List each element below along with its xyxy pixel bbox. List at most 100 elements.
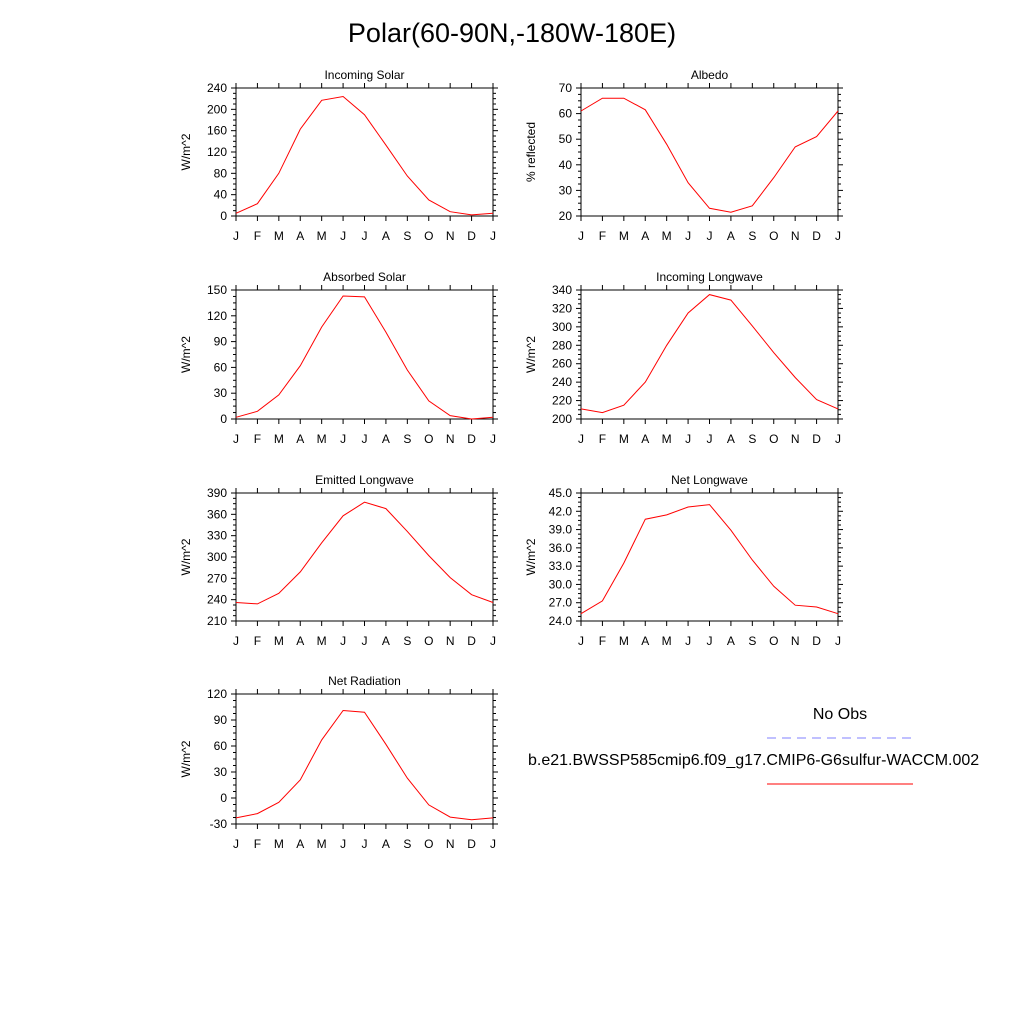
y-tick-label: 240 [207,81,227,95]
x-tick-label: A [382,634,390,648]
x-tick-label: J [685,634,691,648]
y-tick-label: 240 [552,375,572,389]
x-tick-label: M [619,634,629,648]
chart-panel-6: Net Longwave W/m^2 24.0 27.0 30.0 33.0 36.0 39.… [524,473,843,648]
y-axis-label: % reflected [524,122,538,182]
x-tick-label: M [317,837,327,851]
x-tick-label: J [707,432,713,446]
y-tick-label: 40 [559,158,573,172]
y-tick-label: 27.0 [549,596,573,610]
y-tick-label: 360 [207,507,227,521]
x-tick-label: J [490,634,496,648]
x-tick-label: F [254,432,261,446]
x-tick-label: M [619,229,629,243]
y-tick-label: 300 [552,320,572,334]
x-tick-label: O [424,432,433,446]
y-tick-label: 36.0 [549,541,573,555]
x-tick-label: A [727,432,735,446]
x-tick-label: D [467,634,476,648]
x-tick-label: J [340,634,346,648]
x-tick-label: D [812,229,821,243]
series-line [580,294,839,414]
x-tick-label: J [233,837,239,851]
x-tick-label: S [748,432,756,446]
series-line [580,97,839,213]
x-tick-label: J [835,634,841,648]
y-tick-label: 270 [207,571,227,585]
y-tick-label: 90 [214,335,228,349]
y-axis-label: W/m^2 [179,538,193,575]
x-tick-label: D [812,432,821,446]
x-tick-label: F [254,837,261,851]
x-tick-label: N [446,634,455,648]
x-tick-label: A [641,634,649,648]
x-tick-label: M [274,634,284,648]
y-tick-label: 50 [559,132,573,146]
y-tick-label: 30 [559,183,573,197]
x-tick-label: A [382,432,390,446]
y-tick-label: 80 [214,166,228,180]
x-tick-label: J [233,432,239,446]
y-tick-label: 150 [207,283,227,297]
x-tick-label: N [791,229,800,243]
x-tick-label: M [274,837,284,851]
y-tick-label: 220 [552,394,572,408]
y-tick-label: 200 [552,412,572,426]
x-tick-label: J [340,229,346,243]
x-tick-label: J [362,837,368,851]
x-tick-label: O [424,229,433,243]
x-tick-label: O [769,634,778,648]
y-tick-label: 210 [207,614,227,628]
y-tick-label: 45.0 [549,486,573,500]
x-tick-label: S [748,229,756,243]
series-line [235,501,494,605]
x-tick-label: A [296,634,304,648]
x-tick-label: J [362,229,368,243]
x-tick-label: O [424,837,433,851]
y-axis-label: W/m^2 [524,538,538,575]
x-tick-label: J [707,229,713,243]
y-tick-label: 120 [207,145,227,159]
x-tick-label: M [662,229,672,243]
y-tick-label: 60 [559,107,573,121]
y-tick-label: 300 [207,550,227,564]
series-line [235,709,494,821]
x-tick-label: J [490,229,496,243]
x-tick-label: N [446,837,455,851]
x-tick-label: A [727,634,735,648]
panel-title: Emitted Longwave [315,473,414,487]
series-line [235,95,494,216]
y-tick-label: 60 [214,739,228,753]
x-tick-label: N [791,432,800,446]
x-tick-label: N [446,432,455,446]
y-tick-label: -30 [210,817,228,831]
panel-title: Incoming Longwave [656,270,763,284]
y-tick-label: 30 [214,386,228,400]
y-tick-label: 160 [207,124,227,138]
figure-title: Polar(60-90N,-180W-180E) [347,18,677,48]
x-tick-label: J [362,634,368,648]
y-tick-label: 90 [214,713,228,727]
x-tick-label: M [274,432,284,446]
x-tick-label: J [835,229,841,243]
chart-panel-4: Incoming Longwave W/m^2 200 220 240 260 280 300… [524,270,843,446]
x-tick-label: M [662,634,672,648]
x-tick-label: A [382,837,390,851]
chart-panel-5: Emitted Longwave W/m^2 210 240 270 300 330 360 3… [179,473,498,648]
series-line [235,295,494,420]
x-tick-label: O [424,634,433,648]
y-tick-label: 280 [552,338,572,352]
x-tick-label: J [340,837,346,851]
x-tick-label: A [641,229,649,243]
x-tick-label: M [317,229,327,243]
x-tick-label: S [403,837,411,851]
y-tick-label: 340 [552,283,572,297]
x-tick-label: F [254,634,261,648]
x-tick-label: J [578,229,584,243]
panel-title: Incoming Solar [324,68,404,82]
y-tick-label: 0 [220,412,227,426]
x-tick-label: S [403,229,411,243]
